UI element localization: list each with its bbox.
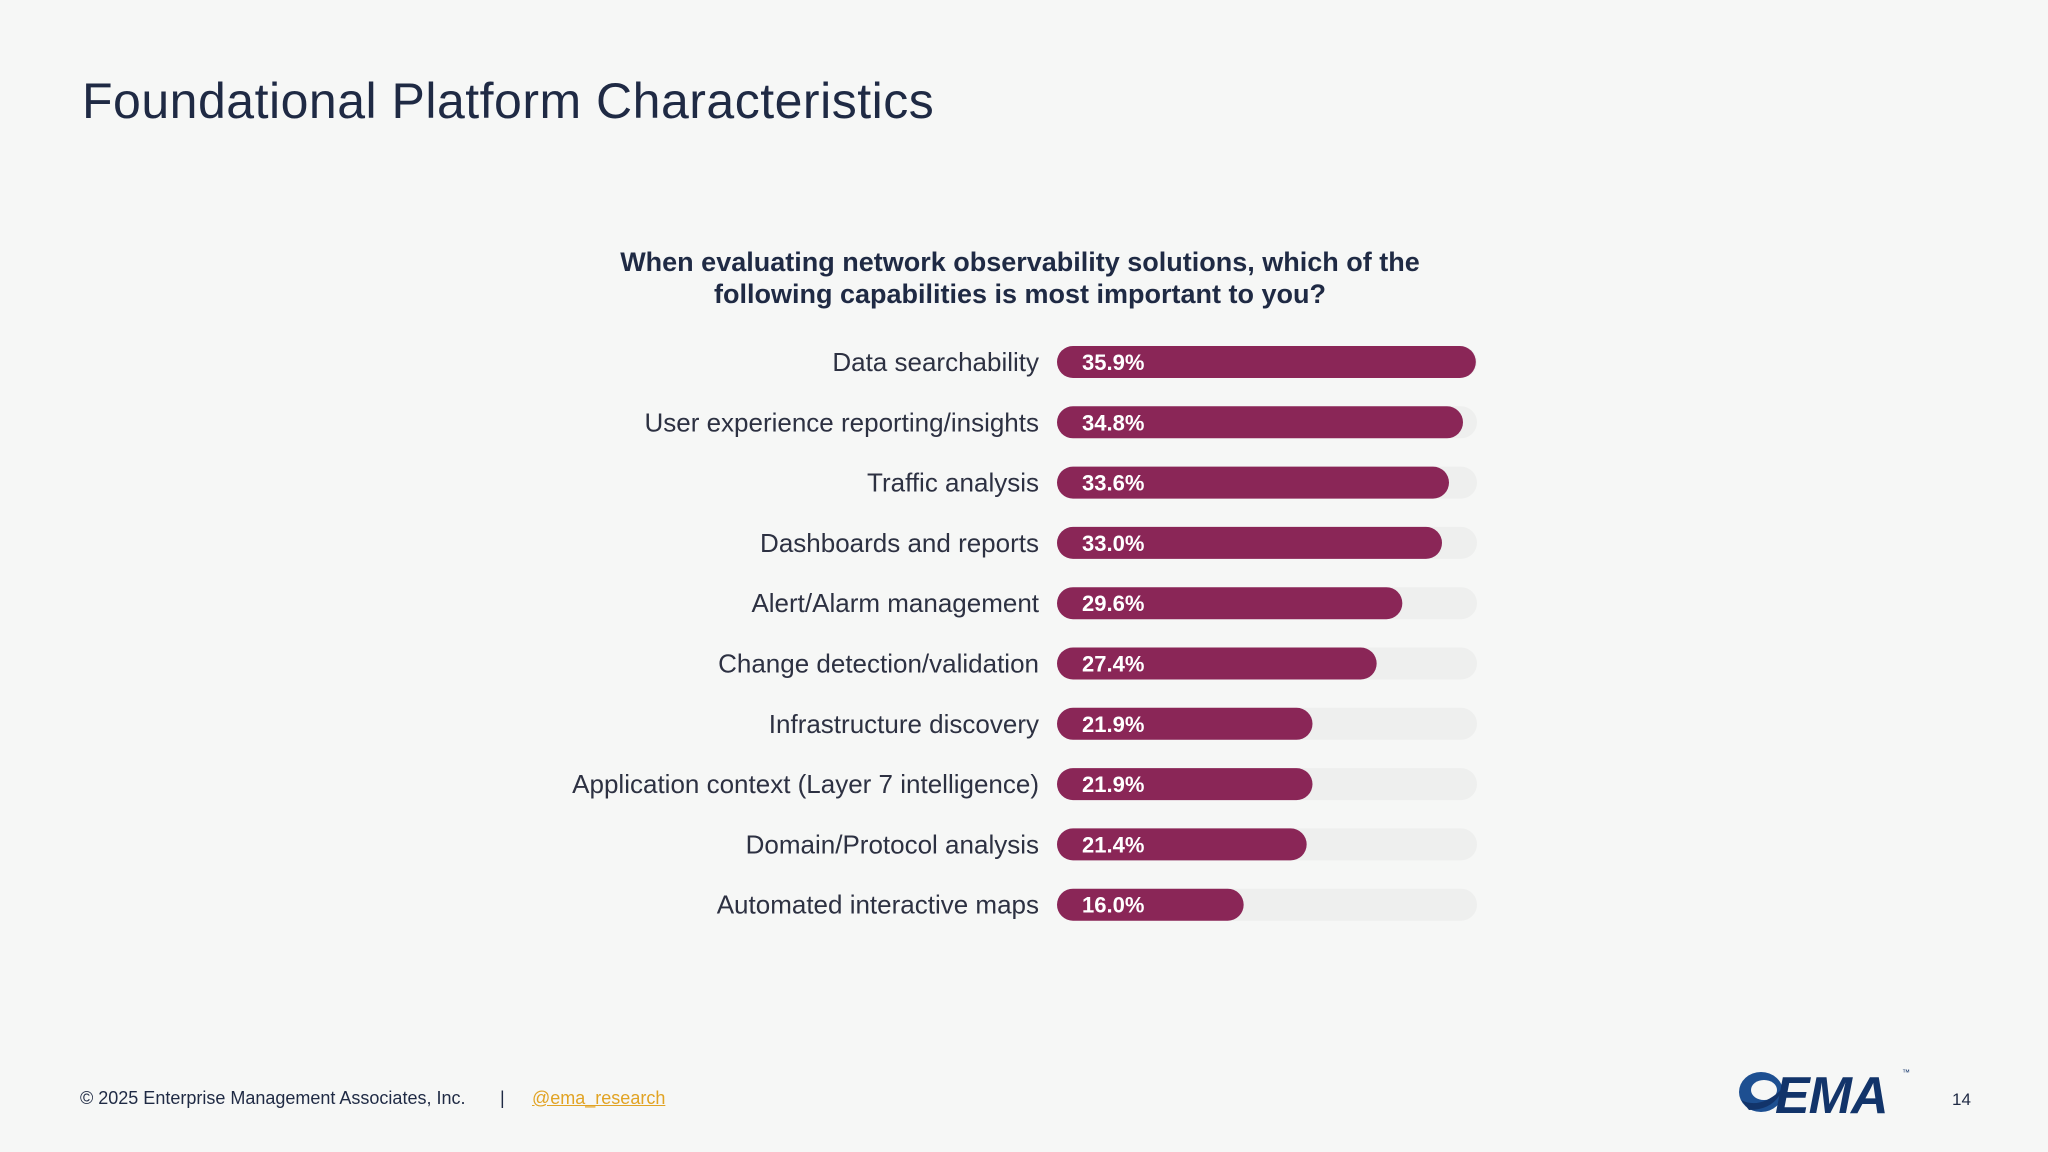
value-label: 33.6% <box>1082 471 1144 496</box>
bar <box>1057 647 1377 680</box>
category-label: Traffic analysis <box>867 468 1039 498</box>
value-label: 21.9% <box>1082 772 1144 797</box>
value-label: 35.9% <box>1082 350 1144 375</box>
bar <box>1057 587 1403 620</box>
bar <box>1057 466 1449 499</box>
ema-logo-tm: ™ <box>1902 1068 1910 1077</box>
ema-logo-text: EMA <box>1775 1067 1889 1125</box>
chart-title: When evaluating network observability so… <box>620 247 1420 309</box>
value-label: 16.0% <box>1082 893 1144 918</box>
value-label: 34.8% <box>1082 410 1144 435</box>
category-label: Domain/Protocol analysis <box>746 829 1039 859</box>
footer-separator: | <box>500 1088 505 1108</box>
bar <box>1057 768 1313 801</box>
category-label: Automated interactive maps <box>717 890 1039 920</box>
category-label: Data searchability <box>832 347 1039 377</box>
category-label: Alert/Alarm management <box>751 588 1039 618</box>
value-label: 33.0% <box>1082 531 1144 556</box>
footer-copyright: © 2025 Enterprise Management Associates,… <box>80 1088 466 1108</box>
value-label: 29.6% <box>1082 591 1144 616</box>
bar <box>1057 828 1307 861</box>
bar <box>1057 707 1313 740</box>
bar <box>1057 526 1442 559</box>
category-label: Infrastructure discovery <box>769 709 1039 739</box>
page-number: 14 <box>1952 1090 1971 1109</box>
ema-logo: EMA ™ <box>1735 1066 1910 1126</box>
category-label: Change detection/validation <box>718 649 1039 679</box>
bar <box>1057 888 1244 921</box>
page-title: Foundational Platform Characteristics <box>82 73 935 129</box>
ema-swoosh-icon <box>1739 1072 1783 1112</box>
value-label: 21.9% <box>1082 712 1144 737</box>
value-label: 27.4% <box>1082 652 1144 677</box>
category-label: Application context (Layer 7 intelligenc… <box>572 769 1039 799</box>
twitter-handle-link[interactable]: @ema_research <box>532 1088 666 1108</box>
value-label: 21.4% <box>1082 832 1144 857</box>
bar <box>1057 346 1476 378</box>
bar <box>1057 406 1463 439</box>
category-label: Dashboards and reports <box>760 528 1039 558</box>
category-label: User experience reporting/insights <box>644 407 1039 437</box>
